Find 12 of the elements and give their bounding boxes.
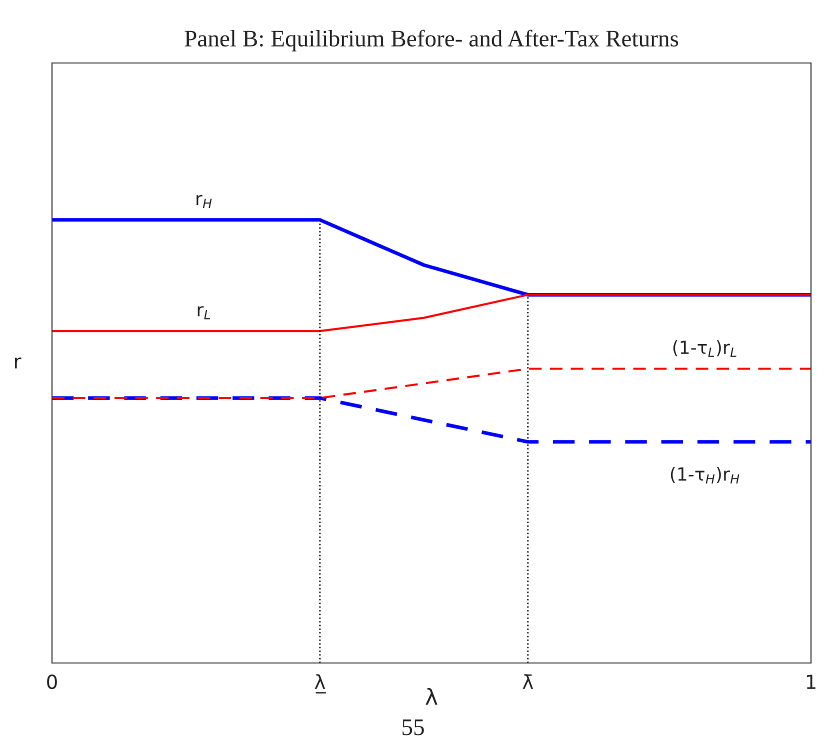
series-label: (1-τ$_{H}$)r$_{H}$	[670, 466, 740, 484]
series-label: r$_{H}$	[196, 194, 212, 208]
series-label: r$_{L}$	[198, 306, 210, 320]
text: 55	[402, 720, 424, 736]
chart-title: Panel B: Equilibrium Before- and After-Tax Returns	[184, 30, 678, 52]
series-label: (1-τ$_{L}$)r$_{L}$	[673, 340, 736, 357]
x-tick-label: 0	[47, 674, 57, 690]
x-axis-title: λ	[426, 688, 438, 705]
x-tick-label: 1	[806, 674, 816, 689]
y-axis-title: r	[15, 357, 22, 368]
x-tick-label: λ̄	[522, 674, 534, 689]
x-tick-label: λ̲	[314, 674, 326, 694]
